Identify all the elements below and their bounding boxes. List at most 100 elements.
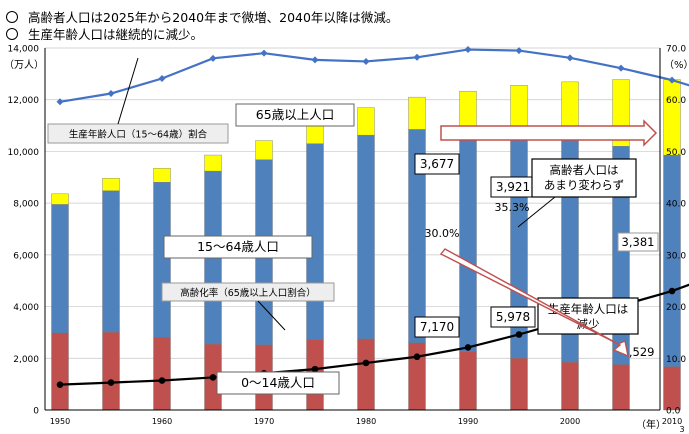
working-ratio-point — [209, 54, 217, 62]
x-tick-label: 1970 — [254, 417, 274, 426]
callout-elderly-text: あまり変わらず — [544, 178, 624, 192]
bar-age0-14 — [153, 337, 171, 411]
aging-rate-point — [107, 379, 115, 386]
headline-1: 高齢者人口は2025年から2040年まで微増、2040年以降は微減。 — [6, 7, 398, 26]
bar-age65 — [204, 154, 222, 172]
bar-age0-14 — [459, 351, 477, 411]
y-tick-label-right: 40.0 — [666, 200, 686, 210]
value-2025-65-text: 3,677 — [420, 157, 454, 171]
aging-rate-point — [362, 359, 370, 367]
x-axis-title: （年） — [636, 418, 666, 431]
aging-rate-point — [209, 374, 217, 381]
headline-2: 生産年齢人口は継続的に減少。 — [6, 24, 203, 43]
bar-age65 — [153, 168, 171, 183]
gridlines — [45, 47, 660, 411]
label-age0-14-box — [216, 371, 340, 395]
y-tick-label-left: 8,000 — [13, 200, 39, 210]
working-ratio-point — [464, 46, 472, 54]
leader-working-ratio — [117, 57, 139, 125]
rate-2025-label: 30.0% — [425, 227, 460, 240]
working-ratio-point — [107, 90, 115, 98]
y-tick-label-left: 12,000 — [8, 96, 40, 106]
y-tick-label-left: 2,000 — [13, 355, 39, 365]
bar-age0-14 — [612, 364, 630, 411]
y-tick-label-right: 20.0 — [666, 303, 686, 313]
working-ratio-point — [566, 54, 574, 62]
bar-age65 — [663, 79, 681, 156]
y-tick-label-left: 6,000 — [13, 251, 39, 261]
label-age0-14-text: 0〜14歳人口 — [241, 375, 315, 390]
value-2065-1564: 4,529 — [622, 345, 655, 359]
value-2065-65-box — [617, 232, 659, 252]
y-tick-label-right: 0.0 — [666, 407, 681, 417]
value-2065-65-text: 3,381 — [622, 235, 655, 249]
label-aging-rate-text: 高齢化率（65歳以上人口割合） — [180, 287, 316, 299]
circle-bullet-icon — [6, 11, 18, 23]
bar-age0-14 — [510, 358, 528, 411]
y-tick-label-left: 10,000 — [8, 148, 40, 158]
bar-age0-14 — [102, 331, 120, 411]
rate-2040-label: 35.3% — [495, 201, 530, 214]
bar-age15-64 — [459, 129, 477, 353]
y-tick-label-left: 4,000 — [13, 303, 39, 313]
value-2025-65-box — [414, 153, 460, 175]
aging-rate-point — [158, 377, 166, 384]
bar-age65 — [51, 193, 69, 205]
label-age65-text: 65歳以上人口 — [256, 107, 334, 122]
value-2040-1564-text: 5,978 — [496, 310, 530, 324]
y-tick-label-right: 10.0 — [666, 355, 686, 365]
y-tick-label-left: 14,000 — [8, 45, 40, 55]
callout-working-text: 生産年齢人口は — [548, 302, 629, 316]
y-tick-label-right: 70.0 — [666, 45, 686, 55]
aging-rate-point — [515, 331, 523, 338]
label-age15-64-text: 15〜64歳人口 — [197, 239, 279, 254]
y-axis-title-right: （%） — [664, 59, 689, 71]
value-2040-65-text: 3,921 — [496, 180, 530, 194]
callout-elderly-text: 高齢者人口は — [550, 163, 619, 177]
bar-age65 — [459, 90, 477, 130]
bar-age65 — [357, 107, 375, 136]
label-working-ratio-text: 生産年齢人口（15〜64歳）割合 — [69, 129, 208, 141]
bar-age0-14 — [408, 342, 426, 411]
working-ratio-point — [311, 56, 319, 64]
value-2040-1564-box — [490, 306, 536, 328]
working-ratio-point — [260, 49, 268, 57]
y-axis-title-left: （万人） — [4, 59, 44, 71]
x-tick-label: 1980 — [356, 417, 376, 426]
y-tick-label-right: 60.0 — [666, 96, 686, 106]
x-tick-label: 1990 — [458, 417, 478, 426]
working-ratio-line — [59, 48, 689, 103]
working-ratio-point — [413, 53, 421, 61]
working-ratio-point — [617, 64, 625, 72]
x-tick-label: 1960 — [152, 417, 172, 426]
aging-rate-point — [311, 365, 319, 373]
flat-trend-arrow-icon — [440, 119, 658, 147]
bar-age65 — [102, 178, 120, 191]
aging-rate-point — [668, 287, 676, 295]
y-tick-label-right: 50.0 — [666, 148, 686, 158]
bar-age0-14 — [357, 338, 375, 411]
bar-age0-14 — [51, 332, 69, 411]
label-aging-rate-box — [161, 282, 335, 302]
headline-2-text: 生産年齢人口は継続的に減少。 — [28, 27, 204, 42]
bar-age65 — [408, 96, 426, 130]
page-number: 3 — [679, 425, 684, 434]
value-2025-1564-text: 7,170 — [420, 320, 454, 334]
callout-working-text: 減少 — [577, 317, 600, 331]
bar-age15-64 — [102, 190, 120, 333]
bar-age65 — [255, 140, 273, 160]
y-tick-label-left: 0 — [33, 407, 39, 417]
bar-age0-14 — [663, 366, 681, 411]
label-age15-64-box — [163, 235, 313, 259]
aging-rate-point — [413, 353, 421, 361]
working-ratio-point — [158, 75, 166, 83]
bar-age15-64 — [51, 204, 69, 334]
working-ratio-point — [362, 57, 370, 65]
x-tick-label: 1950 — [50, 417, 70, 426]
working-ratio-point — [668, 76, 676, 84]
bar-age0-14 — [561, 361, 579, 411]
callout-elderly-leader — [517, 196, 556, 228]
leader-aging-rate — [257, 300, 286, 331]
headline-1-text: 高齢者人口は2025年から2040年まで微増、2040年以降は微減。 — [28, 10, 399, 25]
